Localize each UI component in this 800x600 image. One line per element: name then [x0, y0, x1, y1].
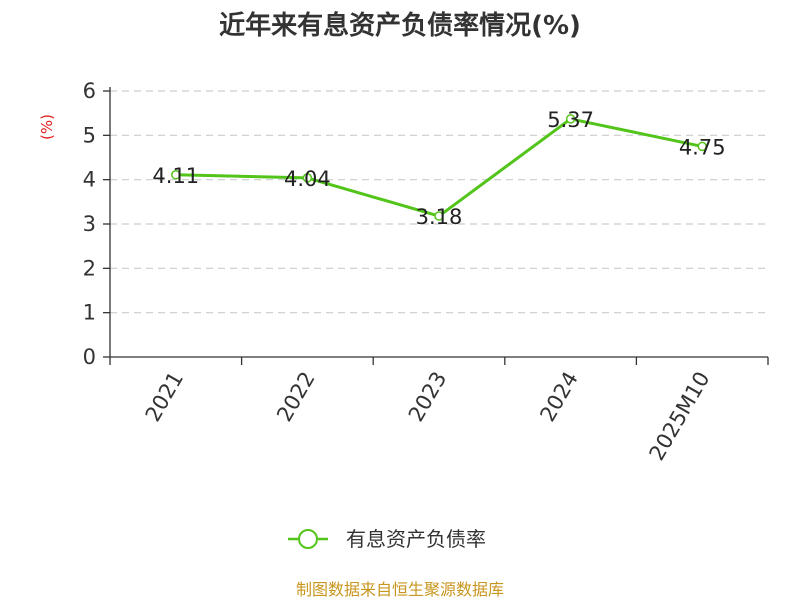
data-label-2024: 5.37 [547, 108, 594, 132]
data-point-2022 [302, 173, 313, 183]
y-tick-label-4: 4 [83, 168, 96, 192]
series-layer [171, 114, 707, 221]
y-tick-label-1: 1 [83, 301, 96, 325]
x-tick-label-2021: 2021 [141, 368, 189, 426]
data-point-2021 [171, 170, 181, 180]
y-tick-label-3: 3 [83, 212, 96, 236]
legend-marker-icon [298, 529, 318, 549]
y-tick-label-6: 6 [83, 79, 96, 103]
data-point-2025M10 [697, 141, 707, 152]
source-note: 制图数据来自恒生聚源数据库 [296, 580, 504, 599]
legend[interactable]: 有息资产负债率 [288, 527, 486, 551]
data-label-2025M10: 4.75 [679, 135, 726, 159]
data-label-2023: 3.18 [416, 205, 463, 229]
x-tick-label-2023: 2023 [404, 368, 452, 426]
legend-label: 有息资产负债率 [346, 527, 486, 551]
x-tick-label-2024: 2024 [535, 368, 583, 426]
data-point-2024 [565, 114, 576, 124]
y-tick-label-2: 2 [83, 256, 96, 280]
y-tick-label-0: 0 [83, 345, 96, 369]
axes: 0 1 2 3 4 5 6 2021 2022 2023 2024 2025M10 [83, 79, 769, 465]
data-label-2021: 4.11 [152, 164, 199, 188]
y-tick-label-5: 5 [83, 123, 96, 147]
data-labels: 4.11 4.04 3.18 5.37 4.75 [152, 108, 725, 229]
x-tick-label-2022: 2022 [272, 368, 320, 426]
y-axis-unit-label: (%) [38, 114, 56, 140]
data-point-2023 [434, 211, 444, 221]
x-tick-label-2025M10: 2025M10 [645, 368, 715, 465]
series-line [174, 117, 704, 218]
data-label-2022: 4.04 [284, 167, 331, 191]
chart-title: 近年来有息资产负债率情况(%) [219, 10, 581, 41]
grid-lines [110, 90, 768, 314]
